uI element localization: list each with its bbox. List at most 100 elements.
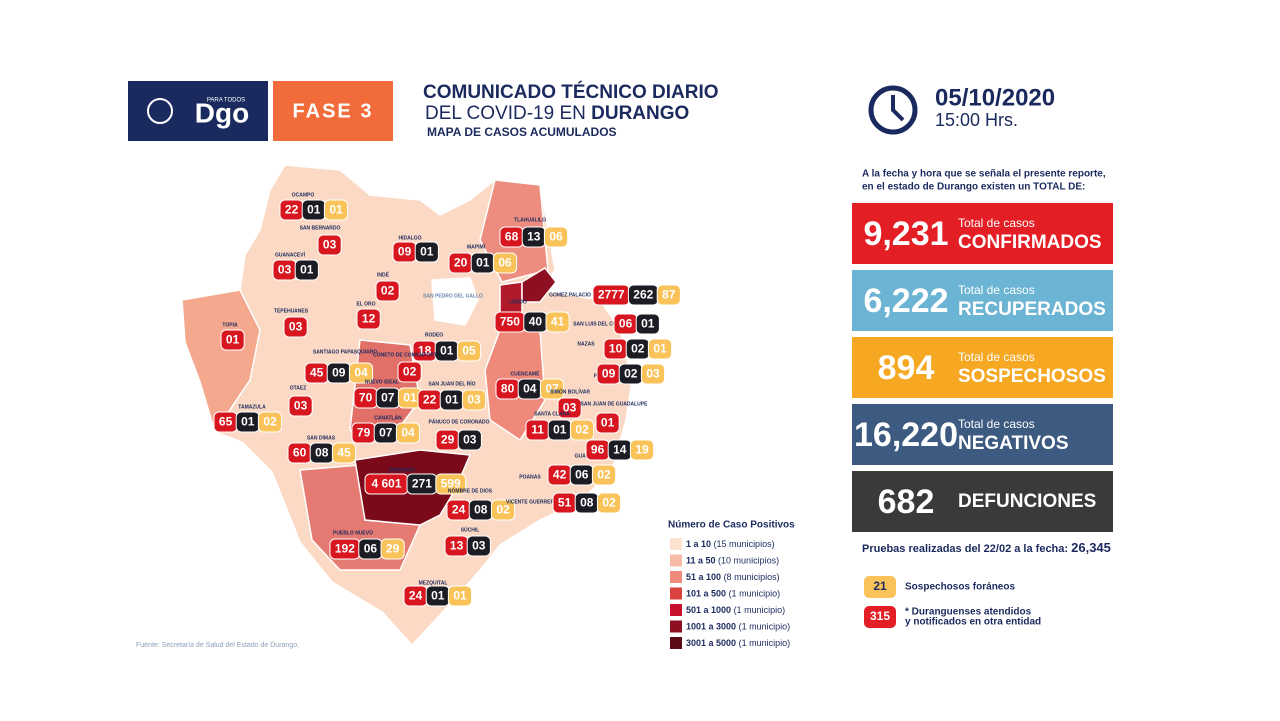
count-badge bbox=[591, 464, 617, 486]
count-badge bbox=[447, 585, 473, 607]
count-badge bbox=[283, 316, 308, 338]
count-text: 18 bbox=[418, 344, 432, 358]
legend-range: 101 a 500 bbox=[686, 589, 726, 599]
stat-box bbox=[852, 337, 1113, 398]
municipality-name: POANAS bbox=[519, 474, 541, 480]
legend-item: 501 a 1000 (1 municipio) bbox=[686, 605, 785, 615]
count-text: 01 bbox=[431, 589, 445, 603]
legend-swatch bbox=[670, 604, 682, 616]
municipality-name: EL ORO bbox=[356, 301, 375, 307]
stat-value: 682 bbox=[878, 483, 935, 521]
count-badge bbox=[288, 395, 313, 417]
legend-item: 3001 a 5000 (1 municipio) bbox=[686, 638, 790, 648]
legend-count: (10 municipios) bbox=[718, 556, 779, 566]
count-text: 01 bbox=[553, 423, 567, 437]
legend-count: (1 municipio) bbox=[739, 622, 791, 632]
count-text: 06 bbox=[498, 256, 512, 270]
count-text: 29 bbox=[441, 433, 455, 447]
count-text: 02 bbox=[381, 284, 395, 298]
count-text: 09 bbox=[602, 367, 616, 381]
stat-caption: Total de casos bbox=[958, 417, 1035, 431]
tests-label: Pruebas realizadas del 22/02 a la fecha: bbox=[862, 543, 1068, 555]
tests-value: 26,345 bbox=[1071, 540, 1111, 555]
count-badge bbox=[317, 234, 342, 256]
count-text: 13 bbox=[527, 230, 541, 244]
municipality-name: SANTA CLARA bbox=[534, 411, 570, 417]
legend-item: 51 a 100 (8 municipios) bbox=[686, 572, 780, 582]
count-text: 29 bbox=[386, 542, 400, 556]
municipality-name: TEPEHUANES bbox=[274, 308, 309, 314]
legend-count: (1 municipio) bbox=[739, 638, 791, 648]
logo-box bbox=[128, 81, 268, 141]
count-text: 01 bbox=[641, 317, 655, 331]
municipality-name: MAPIMÍ bbox=[467, 242, 486, 250]
count-text: 42 bbox=[553, 468, 567, 482]
count-text: 24 bbox=[409, 589, 423, 603]
count-badge bbox=[629, 439, 655, 461]
municipality-name: SAN PEDRO DEL GALLO bbox=[423, 293, 483, 299]
municipality-name: PÁNUCO DE CORONADO bbox=[428, 418, 489, 425]
stat-box bbox=[852, 270, 1113, 331]
count-text: 02 bbox=[575, 423, 589, 437]
count-text: 01 bbox=[226, 333, 240, 347]
count-text: 03 bbox=[323, 238, 337, 252]
count-badge bbox=[323, 199, 349, 221]
time: 15:00 Hrs. bbox=[935, 110, 1018, 130]
count-badge bbox=[348, 362, 374, 384]
count-text: 01 bbox=[440, 344, 454, 358]
legend-swatch bbox=[670, 571, 682, 583]
stat-value: 894 bbox=[878, 349, 935, 387]
count-text: 14 bbox=[613, 443, 627, 457]
legend-count: (1 municipio) bbox=[734, 605, 786, 615]
count-text: 65 bbox=[219, 415, 233, 429]
municipality-name: SAN BERNARDO bbox=[300, 225, 341, 231]
count-text: 04 bbox=[523, 382, 537, 396]
municipality-name: SAN DIMAS bbox=[307, 435, 336, 441]
logo: Dgo bbox=[195, 97, 249, 128]
municipality-name: MEZQUITAL bbox=[419, 580, 448, 586]
count-text: 262 bbox=[633, 288, 653, 302]
clock-icon bbox=[868, 85, 918, 135]
count-badge bbox=[647, 338, 673, 360]
municipality-name: NUEVO IDEAL bbox=[365, 379, 399, 385]
count-text: 08 bbox=[315, 446, 329, 460]
count-text: 20 bbox=[454, 256, 468, 270]
count-text: 01 bbox=[403, 391, 417, 405]
stat-caption: Total de casos bbox=[958, 350, 1035, 364]
count-badge bbox=[395, 422, 421, 444]
count-text: 07 bbox=[545, 382, 559, 396]
clock-hands bbox=[891, 95, 905, 122]
count-text: 02 bbox=[624, 367, 638, 381]
legend-count: (8 municipios) bbox=[724, 572, 780, 582]
count-text: 60 bbox=[293, 446, 307, 460]
count-text: 03 bbox=[278, 263, 292, 277]
count-text: 01 bbox=[453, 589, 467, 603]
region bbox=[181, 289, 261, 434]
legend-count: (15 municipios) bbox=[714, 539, 775, 549]
count-badge bbox=[331, 442, 357, 464]
count-text: 03 bbox=[463, 433, 477, 447]
count-text: 01 bbox=[601, 416, 615, 430]
count-text: 45 bbox=[337, 446, 351, 460]
municipality-name: SÚCHIL bbox=[461, 526, 480, 533]
count-text: 01 bbox=[329, 203, 343, 217]
count-text: 271 bbox=[412, 477, 432, 491]
municipality-name: SANTIAGO PAPASQUIARO bbox=[313, 349, 377, 355]
count-text: 06 bbox=[619, 317, 633, 331]
count-badge bbox=[461, 389, 487, 411]
stat-box bbox=[852, 404, 1113, 465]
count-badge bbox=[220, 329, 245, 351]
phase: FASE 3 bbox=[293, 100, 374, 122]
count-badge bbox=[375, 280, 400, 302]
count-text: 87 bbox=[662, 288, 676, 302]
count-text: 96 bbox=[591, 443, 605, 457]
count-badge bbox=[539, 378, 565, 400]
count-badge bbox=[435, 473, 467, 495]
count-badge bbox=[294, 259, 319, 281]
count-text: 04 bbox=[401, 426, 415, 440]
count-text: 06 bbox=[549, 230, 563, 244]
count-text: 01 bbox=[420, 245, 434, 259]
map-title: MAPA DE CASOS ACUMULADOS bbox=[427, 125, 617, 139]
municipality-name: TLAHUALILO bbox=[514, 217, 546, 223]
municipality-name: TOPIA bbox=[222, 322, 238, 328]
